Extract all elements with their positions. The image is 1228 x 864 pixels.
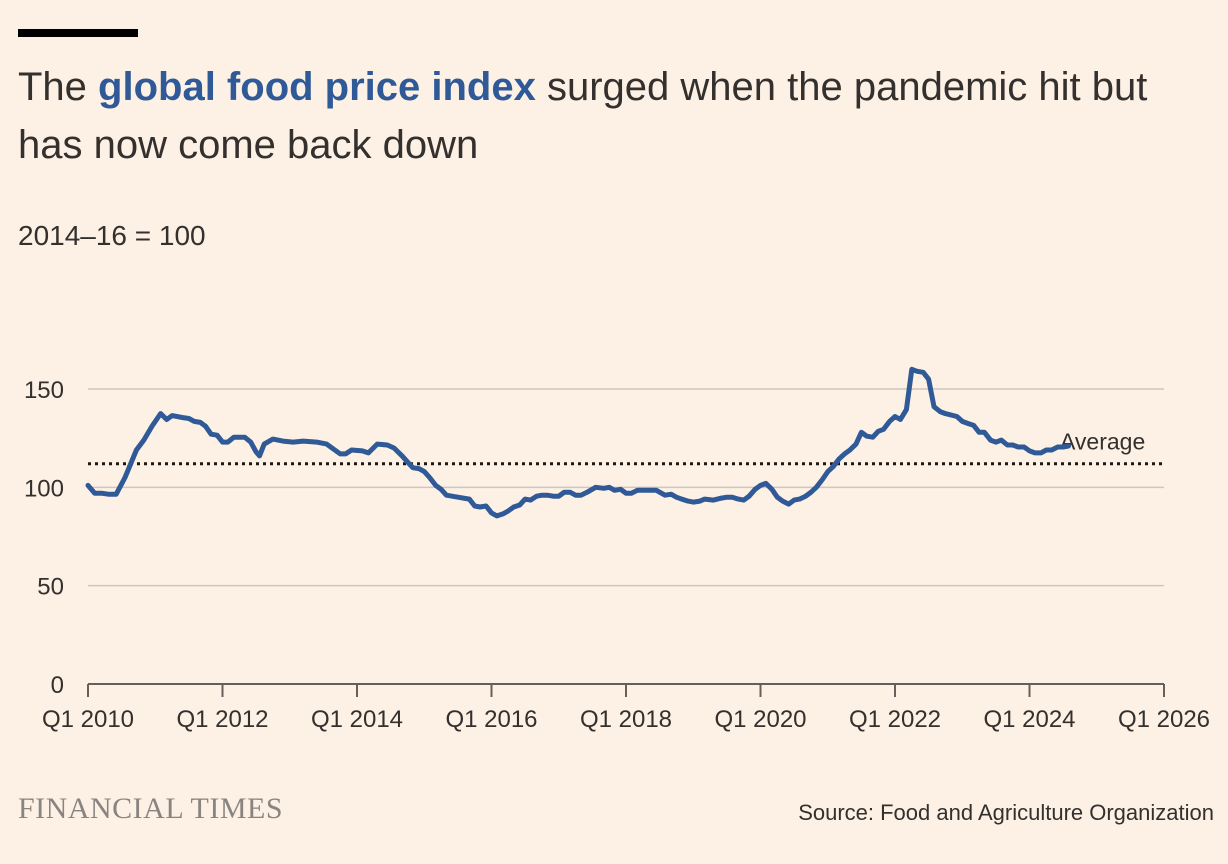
ft-top-bar — [18, 29, 138, 37]
gridlines — [88, 388, 1164, 587]
average-reference: Average — [88, 429, 1164, 466]
x-axis: Q1 2010 Q1 2012 Q1 2014 Q1 2016 Q1 2018 Q1 20… — [42, 683, 1210, 733]
y-tick-label: 50 — [37, 574, 64, 601]
x-tick-label: Q1 2022 — [849, 706, 941, 733]
source-note: Source: Food and Agriculture Organizatio… — [798, 800, 1214, 825]
y-tick-label: 0 — [51, 672, 64, 699]
y-tick-label: 150 — [24, 377, 64, 404]
x-tick-label: Q1 2010 — [42, 706, 134, 733]
x-tick-label: Q1 2014 — [311, 706, 403, 733]
title-prefix: The — [18, 65, 99, 109]
title-highlight: global food price index — [98, 65, 536, 109]
chart-title: The global food price index surged when … — [18, 58, 1208, 174]
x-tick-label: Q1 2026 — [1118, 706, 1210, 733]
x-tick-label: Q1 2018 — [580, 706, 672, 733]
title-suffix: surged when the pandemic hit but has now… — [18, 65, 1148, 167]
chart-subtitle: 2014–16 = 100 — [18, 220, 206, 251]
y-tick-labels: 0 50 100 150 — [24, 377, 64, 699]
ft-logo: FINANCIAL TIMES — [18, 792, 284, 825]
average-label: Average — [1060, 429, 1145, 455]
series-layer — [85, 366, 1071, 519]
food-price-index-line — [85, 366, 1071, 519]
x-tick-label: Q1 2012 — [176, 706, 268, 733]
y-tick-label: 100 — [24, 475, 64, 502]
x-tick-label: Q1 2020 — [714, 706, 806, 733]
x-tick-label: Q1 2016 — [445, 706, 537, 733]
x-tick-label: Q1 2024 — [983, 706, 1075, 733]
